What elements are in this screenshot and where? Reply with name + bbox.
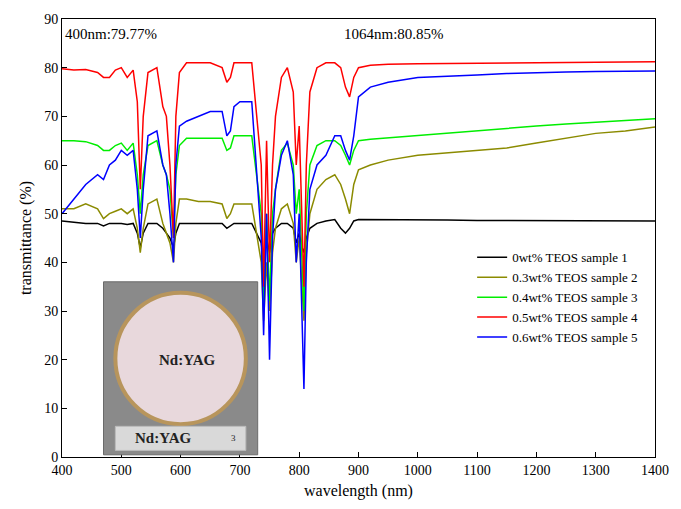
svg-text:wavelength (nm): wavelength (nm) — [304, 482, 413, 500]
svg-text:1400: 1400 — [641, 463, 669, 478]
svg-text:70: 70 — [44, 109, 58, 124]
svg-text:800: 800 — [289, 463, 310, 478]
svg-text:50: 50 — [44, 207, 58, 222]
svg-text:0.3wt% TEOS sample 2: 0.3wt% TEOS sample 2 — [512, 270, 637, 285]
svg-text:30: 30 — [44, 304, 58, 319]
svg-text:0.4wt% TEOS sample 3: 0.4wt% TEOS sample 3 — [512, 290, 637, 305]
svg-text:60: 60 — [44, 158, 58, 173]
svg-text:600: 600 — [170, 463, 191, 478]
svg-text:0: 0 — [51, 450, 58, 465]
svg-text:20: 20 — [44, 353, 58, 368]
svg-text:1000: 1000 — [404, 463, 432, 478]
svg-text:40: 40 — [44, 255, 58, 270]
svg-text:transmittance (%): transmittance (%) — [17, 181, 35, 295]
svg-text:1064nm:80.85%: 1064nm:80.85% — [344, 26, 444, 42]
svg-text:80: 80 — [44, 61, 58, 76]
svg-text:1100: 1100 — [463, 463, 490, 478]
svg-text:700: 700 — [229, 463, 250, 478]
svg-text:0wt% TEOS sample 1: 0wt% TEOS sample 1 — [512, 250, 628, 265]
svg-text:90: 90 — [44, 12, 58, 27]
svg-text:1200: 1200 — [522, 463, 550, 478]
svg-text:400: 400 — [52, 463, 73, 478]
svg-text:900: 900 — [348, 463, 369, 478]
svg-text:10: 10 — [44, 401, 58, 416]
svg-text:0.6wt% TEOS sample 5: 0.6wt% TEOS sample 5 — [512, 330, 637, 345]
svg-text:Nd:YAG: Nd:YAG — [159, 352, 215, 368]
svg-text:3: 3 — [231, 433, 236, 443]
svg-text:Nd:YAG: Nd:YAG — [135, 430, 191, 446]
svg-text:400nm:79.77%: 400nm:79.77% — [65, 26, 157, 42]
svg-text:500: 500 — [111, 463, 132, 478]
svg-text:0.5wt% TEOS sample 4: 0.5wt% TEOS sample 4 — [512, 310, 638, 325]
svg-text:1300: 1300 — [582, 463, 610, 478]
